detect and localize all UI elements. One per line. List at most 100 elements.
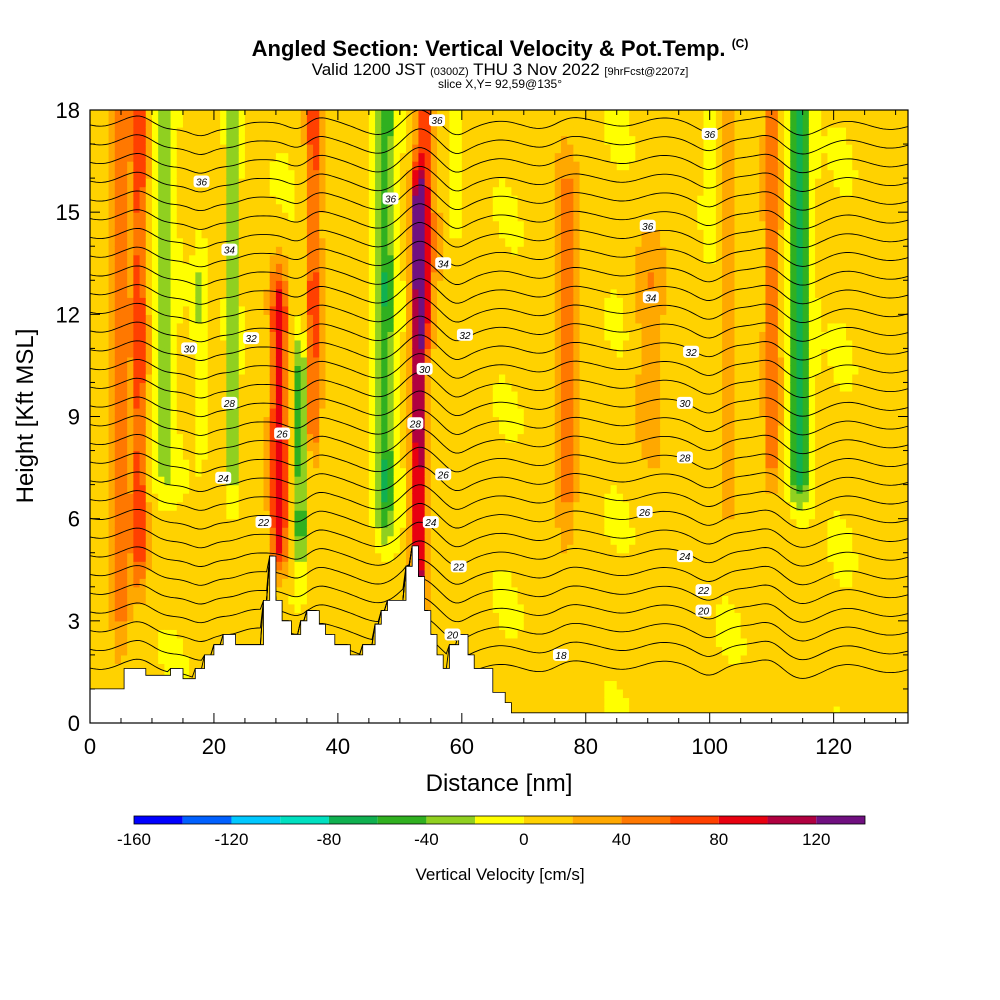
- velocity-cell: [182, 459, 190, 469]
- velocity-cell: [133, 246, 141, 256]
- velocity-cell: [102, 348, 110, 358]
- velocity-cell: [139, 390, 147, 401]
- velocity-cell: [90, 595, 97, 605]
- velocity-cell: [492, 518, 500, 528]
- velocity-cell: [282, 203, 289, 213]
- velocity-cell: [170, 203, 178, 213]
- velocity-cell: [449, 288, 457, 298]
- velocity-cell: [232, 552, 240, 562]
- velocity-cell: [381, 288, 389, 298]
- velocity-cell: [139, 629, 147, 639]
- velocity-cell: [381, 110, 389, 120]
- velocity-cell: [313, 569, 320, 579]
- velocity-cell: [455, 510, 463, 520]
- velocity-cell: [251, 442, 258, 452]
- velocity-cell: [443, 305, 451, 315]
- velocity-cell: [120, 195, 128, 205]
- velocity-cell: [325, 595, 333, 605]
- velocity-cell: [306, 595, 314, 605]
- velocity-cell: [257, 544, 265, 554]
- velocity-cell: [139, 254, 147, 264]
- velocity-cell: [474, 263, 482, 273]
- velocity-cell: [430, 561, 438, 571]
- velocity-cell: [480, 288, 488, 298]
- velocity-cell: [480, 365, 488, 375]
- velocity-cell: [127, 646, 134, 656]
- velocity-cell: [387, 186, 395, 196]
- velocity-cell: [263, 425, 271, 435]
- velocity-cell: [220, 271, 227, 281]
- velocity-cell: [344, 535, 351, 545]
- velocity-cell: [232, 450, 240, 460]
- velocity-cell: [331, 331, 339, 341]
- velocity-cell: [176, 152, 184, 162]
- velocity-cell: [226, 110, 234, 120]
- velocity-cell: [127, 535, 134, 545]
- velocity-cell: [486, 544, 494, 554]
- velocity-cell: [517, 671, 525, 682]
- velocity-cell: [226, 373, 234, 384]
- velocity-cell: [269, 152, 277, 162]
- velocity-cell: [238, 373, 246, 384]
- velocity-cell: [145, 544, 153, 554]
- velocity-cell: [319, 220, 327, 230]
- velocity-cell: [164, 144, 172, 154]
- velocity-cell: [406, 144, 413, 154]
- velocity-cell: [275, 544, 283, 554]
- velocity-cell: [288, 390, 296, 401]
- velocity-cell: [189, 510, 196, 520]
- velocity-cell: [127, 356, 134, 367]
- velocity-cell: [108, 373, 116, 384]
- velocity-cell: [443, 356, 451, 367]
- velocity-cell: [263, 212, 271, 222]
- velocity-cell: [182, 161, 190, 171]
- velocity-cell: [300, 493, 308, 503]
- velocity-cell: [127, 450, 134, 460]
- velocity-cell: [381, 527, 389, 537]
- velocity-cell: [474, 161, 482, 171]
- velocity-cell: [344, 135, 351, 145]
- velocity-cell: [133, 339, 141, 349]
- velocity-cell: [362, 603, 370, 613]
- velocity-cell: [176, 127, 184, 137]
- velocity-cell: [331, 373, 339, 384]
- velocity-cell: [275, 527, 283, 537]
- velocity-cell: [108, 305, 116, 315]
- velocity-cell: [257, 169, 265, 179]
- velocity-cell: [461, 603, 469, 613]
- velocity-cell: [213, 110, 221, 120]
- velocity-cell: [387, 578, 395, 588]
- velocity-cell: [474, 535, 482, 545]
- velocity-cell: [406, 442, 413, 452]
- velocity-cell: [480, 629, 488, 639]
- velocity-cell: [90, 144, 97, 154]
- velocity-cell: [269, 527, 277, 537]
- velocity-cell: [158, 229, 165, 239]
- velocity-cell: [102, 442, 110, 452]
- velocity-cell: [275, 493, 283, 503]
- velocity-cell: [362, 637, 370, 647]
- velocity-cell: [170, 399, 178, 409]
- velocity-cell: [511, 595, 519, 605]
- velocity-cell: [189, 535, 196, 545]
- velocity-cell: [96, 518, 103, 528]
- velocity-cell: [238, 271, 246, 281]
- velocity-cell: [455, 365, 463, 375]
- velocity-cell: [455, 110, 463, 120]
- velocity-cell: [430, 305, 438, 315]
- velocity-cell: [499, 186, 506, 196]
- velocity-cell: [430, 442, 438, 452]
- velocity-cell: [399, 229, 407, 239]
- velocity-cell: [387, 569, 395, 579]
- velocity-cell: [114, 637, 122, 647]
- velocity-cell: [269, 127, 277, 137]
- velocity-cell: [207, 433, 215, 443]
- velocity-cell: [356, 450, 364, 460]
- velocity-cell: [492, 365, 500, 375]
- velocity-cell: [207, 339, 215, 349]
- velocity-cell: [201, 578, 209, 588]
- velocity-cell: [313, 220, 320, 230]
- velocity-cell: [499, 433, 506, 443]
- velocity-cell: [468, 578, 475, 588]
- velocity-cell: [189, 288, 196, 298]
